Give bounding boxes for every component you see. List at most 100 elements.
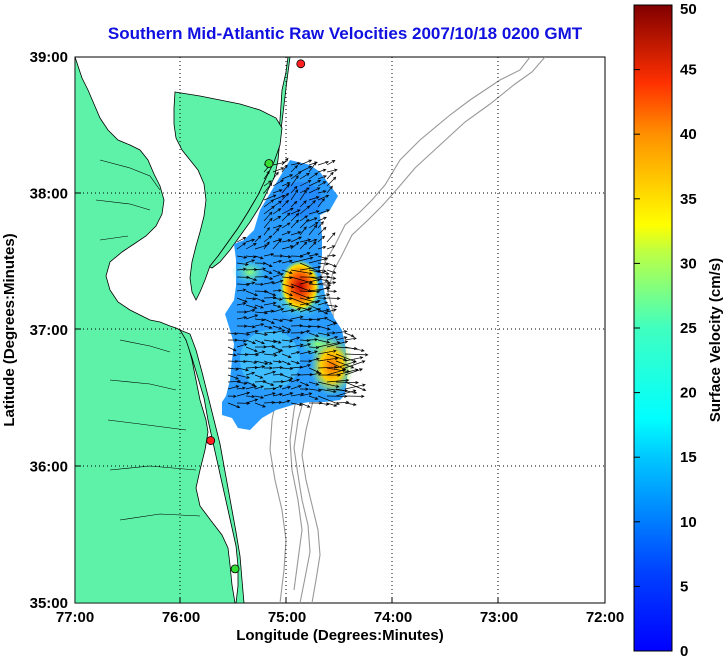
velocity-arrow [299,205,311,215]
velocity-arrow [308,371,322,376]
velocity-arrow [308,338,319,342]
colorbar-tick-label: 15 [680,449,697,466]
station-marker [206,436,216,445]
velocity-arrow [326,185,333,194]
velocity-arrow [299,402,311,408]
velocity-arrow [272,307,285,313]
velocity-arrow [245,385,258,390]
velocity-arrow [281,182,291,187]
velocity-arrow [272,239,282,250]
velocity-arrow [308,210,320,215]
velocity-arrow [299,200,307,208]
velocity-arrow [245,238,256,243]
velocity-arrow [290,236,303,243]
velocity-arrow [290,212,300,222]
velocity-arrow [281,399,291,404]
colorbar-tick-label: 20 [680,385,697,402]
velocity-arrow [299,338,311,343]
velocity-arrow [254,365,266,369]
velocity-arrow [308,381,320,386]
velocity-arrow [308,200,316,208]
velocity-arrow [254,395,265,399]
velocity-arrow [227,374,240,380]
velocity-arrow [326,168,338,173]
velocity-arrow [317,226,327,236]
velocity-arrow [317,388,337,394]
velocity-arrow [290,307,302,313]
velocity-arrow [263,301,277,306]
velocity-arrow [299,187,310,194]
velocity-arrow [317,198,325,208]
velocity-arrow [344,402,357,407]
velocity-arrow [299,290,321,294]
velocity-arrow [290,200,298,208]
x-tick-label: 77:00 [56,609,94,626]
velocity-arrow [326,160,336,166]
velocity-arrow [308,196,320,201]
velocity-arrow [326,340,349,348]
velocity-arrow [245,398,259,404]
velocity-arrow [281,231,291,236]
velocity-arrow [290,189,299,201]
velocity-arrow [254,323,265,327]
velocity-arrow [281,222,291,229]
velocity-arrow [299,252,311,257]
velocity-arrow [263,226,270,236]
velocity-arrow [281,325,292,331]
velocity-arrow [272,279,284,285]
velocity-arrow [317,235,326,243]
velocity-arrow [236,367,250,372]
velocity-arrow [254,332,269,337]
velocity-arrow [326,296,341,301]
velocity-arrow [245,243,257,250]
velocity-arrow [308,187,321,194]
velocity-arrow [254,339,265,345]
velocity-arrow [326,394,348,398]
x-tick-label: 75:00 [268,609,306,626]
velocity-arrow [317,381,340,388]
velocity-arrow [236,339,247,343]
velocity-arrow [263,309,275,313]
velocity-arrow [290,402,303,407]
velocity-arrow [245,329,259,334]
velocity-arrow [308,283,332,287]
velocity-arrow [299,343,312,348]
velocity-arrow [308,241,317,250]
velocity-arrow [281,392,294,397]
velocity-arrow [317,216,327,222]
colorbar-tick-label: 10 [680,514,697,531]
velocity-arrow [236,288,247,292]
velocity-arrow [272,339,282,344]
map-title: Southern Mid-Atlantic Raw Velocities 200… [107,24,583,43]
velocity-arrow [335,368,359,376]
velocity-arrow [308,350,318,355]
velocity-arrow [344,332,355,338]
velocity-arrow [344,381,367,392]
velocity-arrow [290,165,298,173]
velocity-arrow [326,335,339,341]
velocity-arrow [290,324,304,328]
velocity-arrow [281,157,289,166]
velocity-arrow [317,365,338,369]
velocity-arrow [317,269,327,273]
x-tick-label: 76:00 [162,609,200,626]
velocity-arrow [326,353,347,361]
velocity-arrow [326,262,337,268]
velocity-arrow [344,394,365,398]
colorbar-tick-label: 50 [680,1,697,18]
velocity-arrow [281,239,292,243]
velocity-arrow [263,290,277,297]
velocity-arrow [344,353,369,357]
velocity-arrow [326,322,337,327]
velocity-arrow [308,269,330,276]
velocity-arrow [308,238,318,243]
colorbar [633,4,673,652]
velocity-arrow [281,245,294,250]
velocity-arrow [227,385,240,390]
velocity-arrow [272,272,284,278]
velocity-arrow [281,174,294,180]
velocity-arrow [317,296,328,300]
velocity-arrow [245,346,258,353]
velocity-arrow [308,293,331,299]
velocity-arrow [272,171,279,180]
